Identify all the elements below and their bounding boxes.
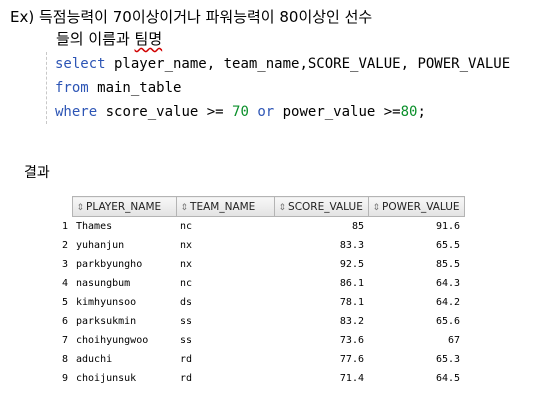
player-name-cell[interactable]: aduchi [76, 354, 113, 365]
player-name-cell[interactable]: choijunsuk [76, 373, 137, 384]
score-value-cell[interactable]: 86.1 [339, 278, 364, 289]
power-value-cell[interactable]: 64.3 [435, 278, 461, 289]
sql-from-table: main_table [88, 80, 182, 96]
score-value-cell[interactable]: 83.3 [339, 240, 364, 251]
team-name-cell[interactable]: ss [180, 335, 193, 346]
power-value-cell[interactable]: 65.3 [435, 354, 461, 365]
sort-icon[interactable]: ⇕ [180, 202, 189, 213]
team-name-cell[interactable]: nx [180, 240, 193, 251]
exercise-title-line2: 들의 이름과 팀명 [56, 28, 162, 49]
sql-number-70: 70 [232, 104, 249, 120]
team-name-cell[interactable]: nc [180, 278, 193, 289]
sql-select-columns: player_name, team_name,SCORE_VALUE, POWE… [105, 56, 511, 72]
player-name-cell[interactable]: nasungbum [76, 278, 131, 289]
row-number[interactable]: 7 [61, 335, 68, 346]
player-name-cell[interactable]: parksukmin [76, 316, 137, 327]
column-header-power-value[interactable]: ⇕ POWER_VALUE [367, 196, 465, 217]
table-row[interactable]: 7 choihyungwoo ss 73.6 67 [52, 331, 464, 350]
result-grid-header-row: ⇕ PLAYER_NAME ⇕ TEAM_NAME ⇕ SCORE_VALUE ⇕ PO… [52, 196, 465, 217]
player-name-cell[interactable]: kimhyunsoo [76, 297, 137, 308]
sql-line-from: from main_table [55, 76, 510, 100]
table-row[interactable]: 2 yuhanjun nx 83.3 65.5 [52, 236, 464, 255]
player-name-cell[interactable]: parkbyungho [76, 259, 143, 270]
score-value-cell[interactable]: 85 [351, 221, 364, 232]
power-value-cell[interactable]: 85.5 [435, 259, 461, 270]
player-name-cell[interactable]: Thames [76, 221, 113, 232]
team-name-cell[interactable]: ss [180, 316, 193, 327]
exercise-title-line2-text: 들의 이름과 [56, 30, 135, 48]
power-value-cell[interactable]: 64.2 [435, 297, 461, 308]
player-name-cell[interactable]: yuhanjun [76, 240, 125, 251]
sql-keyword-from: from [55, 80, 89, 96]
row-number[interactable]: 5 [61, 297, 68, 308]
sort-icon[interactable]: ⇕ [76, 202, 85, 213]
score-value-cell[interactable]: 71.4 [339, 373, 364, 384]
table-row[interactable]: 8 aduchi rd 77.6 65.3 [52, 350, 464, 369]
sql-keyword-where: where [55, 104, 98, 120]
row-number-header [52, 196, 72, 217]
sql-line-where: where score_value >= 70 or power_value >… [55, 100, 510, 124]
player-name-cell[interactable]: choihyungwoo [76, 335, 149, 346]
table-row[interactable]: 9 choijunsuk rd 71.4 64.5 [52, 369, 464, 388]
row-number[interactable]: 8 [61, 354, 68, 365]
power-value-cell[interactable]: 91.6 [435, 221, 461, 232]
power-value-cell[interactable]: 65.5 [435, 240, 461, 251]
score-value-cell[interactable]: 77.6 [339, 354, 364, 365]
exercise-title-line1: Ex) 득점능력이 70이상이거나 파워능력이 80이상인 선수 [10, 8, 373, 26]
team-name-cell[interactable]: ds [180, 297, 193, 308]
sql-editor[interactable]: select player_name, team_name,SCORE_VALU… [46, 52, 510, 124]
sort-icon[interactable]: ⇕ [278, 202, 287, 213]
team-name-cell[interactable]: rd [180, 373, 193, 384]
row-number[interactable]: 3 [61, 259, 68, 270]
team-name-cell[interactable]: nc [180, 221, 193, 232]
column-header-team-name[interactable]: ⇕ TEAM_NAME [175, 196, 275, 217]
score-value-cell[interactable]: 73.6 [339, 335, 364, 346]
table-row[interactable]: 5 kimhyunsoo ds 78.1 64.2 [52, 293, 464, 312]
sql-keyword-select: select [55, 56, 106, 72]
table-row[interactable]: 4 nasungbum nc 86.1 64.3 [52, 274, 464, 293]
result-label: 결과 [24, 165, 50, 181]
row-number[interactable]: 6 [61, 316, 68, 327]
sort-icon[interactable]: ⇕ [372, 202, 381, 213]
team-name-cell[interactable]: rd [180, 354, 193, 365]
score-value-cell[interactable]: 83.2 [339, 316, 364, 327]
row-number[interactable]: 1 [61, 220, 68, 232]
row-number[interactable]: 2 [61, 240, 68, 251]
table-row[interactable]: 6 parksukmin ss 83.2 65.6 [52, 312, 464, 331]
result-grid: ⇕ PLAYER_NAME ⇕ TEAM_NAME ⇕ SCORE_VALUE ⇕ PO… [52, 196, 465, 388]
table-row[interactable]: 1 Thames nc 85 91.6 [52, 217, 464, 237]
sql-number-80: 80 [400, 104, 418, 120]
score-value-cell[interactable]: 92.5 [339, 259, 364, 270]
power-value-cell[interactable]: 65.6 [435, 316, 461, 327]
row-number[interactable]: 9 [61, 373, 68, 384]
power-value-cell[interactable]: 64.5 [435, 373, 461, 384]
sql-semicolon: ; [417, 104, 426, 120]
sql-line-select: select player_name, team_name,SCORE_VALU… [55, 52, 510, 76]
column-header-score-value[interactable]: ⇕ SCORE_VALUE [273, 196, 369, 217]
table-row[interactable]: 3 parkbyungho nx 92.5 85.5 [52, 255, 464, 274]
sql-where-condition-1: score_value >= [97, 104, 233, 120]
spellcheck-underlined-word: 팀명 [134, 30, 163, 48]
score-value-cell[interactable]: 78.1 [339, 297, 364, 308]
row-number[interactable]: 4 [61, 278, 68, 289]
power-value-cell[interactable]: 67 [448, 335, 461, 346]
team-name-cell[interactable]: nx [180, 259, 193, 270]
sql-where-condition-2: power_value >= [274, 104, 401, 120]
column-header-player-name[interactable]: ⇕ PLAYER_NAME [71, 196, 177, 217]
sql-keyword-or: or [257, 104, 275, 120]
